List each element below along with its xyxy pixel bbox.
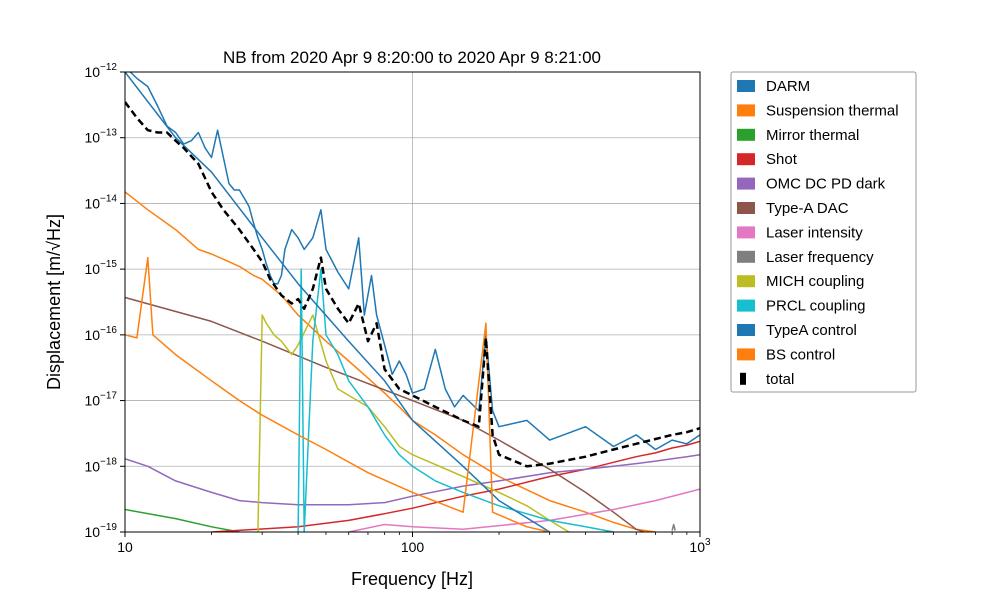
x-tick-label: 10 <box>117 539 133 555</box>
series-line-mich-coupling <box>257 314 570 532</box>
series-layer <box>125 72 700 532</box>
series-line-omc-dc-pd-dark <box>125 453 700 506</box>
legend-label-darm: DARM <box>766 78 810 95</box>
x-axis-label: Frequency [Hz] <box>351 569 473 589</box>
legend-label-laser-frequency: Laser frequency <box>766 249 874 266</box>
y-axis-label: Displacement [m/√Hz] <box>44 214 64 390</box>
series-line-total <box>125 101 700 468</box>
legend-swatch-mich-coupling <box>737 275 755 288</box>
legend-swatch-prcl-coupling <box>737 299 755 312</box>
legend-swatch-typea-control <box>737 324 755 336</box>
chart-title: NB from 2020 Apr 9 8:20:00 to 2020 Apr 9… <box>223 48 601 67</box>
series-line-shot <box>211 440 700 532</box>
legend-label-omc-dc-pd-dark: OMC DC PD dark <box>766 176 886 193</box>
legend: DARM Suspension thermal Mirror thermal Shot… <box>730 71 917 393</box>
series-line-laser-intensity <box>348 488 700 532</box>
series-line-suspension-thermal <box>125 191 656 532</box>
legend-swatch-omc-dc-pd-dark <box>737 177 755 190</box>
legend-swatch-type-a-dac <box>737 202 755 214</box>
legend-label-suspension-thermal: Suspension thermal <box>766 102 899 119</box>
series-line-prcl-coupling <box>297 268 614 532</box>
legend-label-bs-control: BS control <box>766 346 835 363</box>
legend-frame <box>730 71 917 393</box>
series-line-laser-frequency <box>671 523 676 531</box>
legend-swatch-bs-control <box>737 348 755 361</box>
series-line-typea-control <box>125 72 551 532</box>
legend-label-mirror-thermal: Mirror thermal <box>766 127 859 144</box>
legend-label-type-a-dac: Type-A DAC <box>766 200 849 217</box>
legend-swatch-darm <box>737 80 755 92</box>
legend-label-prcl-coupling: PRCL coupling <box>766 298 866 315</box>
legend-swatch-laser-frequency <box>737 250 755 263</box>
legend-label-mich-coupling: MICH coupling <box>766 273 864 290</box>
legend-label-laser-intensity: Laser intensity <box>766 224 863 241</box>
legend-swatch-suspension-thermal <box>737 104 755 117</box>
legend-swatch-shot <box>737 153 755 166</box>
x-tick-label: 100 <box>401 539 425 555</box>
series-line-darm <box>129 72 700 451</box>
legend-label-typea-control: TypeA control <box>766 322 857 339</box>
legend-label-shot: Shot <box>766 151 798 168</box>
series-line-type-a-dac <box>125 296 645 532</box>
legend-label-total: total <box>766 371 794 388</box>
series-line-mirror-thermal <box>125 508 240 532</box>
legend-swatch-laser-intensity <box>737 226 755 239</box>
legend-swatch-mirror-thermal <box>737 128 755 141</box>
legend-swatch-total <box>740 372 746 385</box>
